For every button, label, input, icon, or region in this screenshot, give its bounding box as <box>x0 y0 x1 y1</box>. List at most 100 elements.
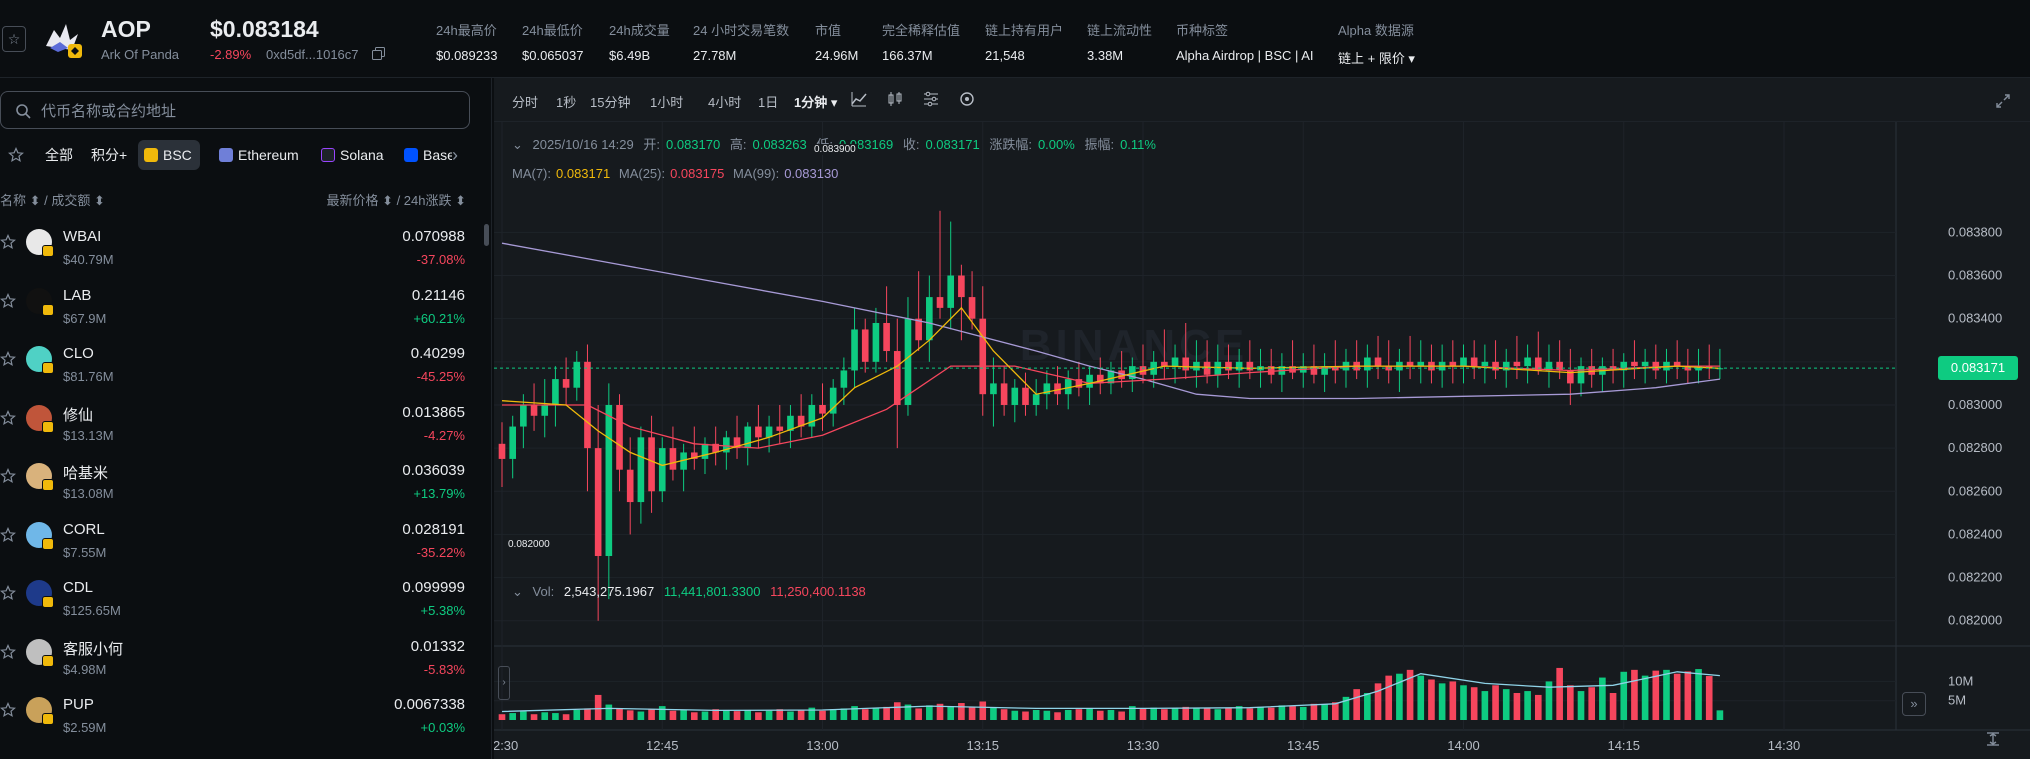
row-favorite-star-icon[interactable] <box>0 292 16 309</box>
row-favorite-star-icon[interactable] <box>0 351 16 367</box>
volume-bar <box>690 712 698 720</box>
token-row[interactable]: 哈基米 $13.08M 0.036039 +13.79% <box>0 456 470 514</box>
row-favorite-star-icon[interactable] <box>0 234 16 250</box>
search-box[interactable] <box>0 91 470 129</box>
token-row[interactable]: PUP $2.59M 0.0067338 +0.03% <box>0 690 470 748</box>
time-tick-label: 14:30 <box>1768 738 1801 753</box>
copy-icon[interactable] <box>372 47 385 60</box>
low-marker-label: 0.082000 <box>506 539 552 550</box>
timeframe-tab[interactable]: 1小时 <box>650 95 684 110</box>
timeframe-tab[interactable]: 1日 <box>758 95 779 110</box>
volume-bar <box>626 710 634 720</box>
token-row[interactable]: CDL $125.65M 0.099999 +5.38% <box>0 573 470 631</box>
volume-bar <box>1684 671 1692 720</box>
token-price: 0.028191 <box>402 520 465 538</box>
header-stat-label: Alpha 数据源 <box>1338 23 1414 38</box>
volume-bar <box>616 708 623 720</box>
indicator-line-icon[interactable] <box>850 90 868 108</box>
token-volume: $40.79M <box>63 252 114 267</box>
token-name: 客服小何 <box>63 640 124 658</box>
volume-bar <box>1278 705 1286 720</box>
volume-bar <box>648 709 655 720</box>
time-tick-label: 13:30 <box>1127 738 1160 753</box>
token-price: 0.013865 <box>402 403 465 421</box>
timeframe-tab[interactable]: 15分钟 <box>590 95 631 110</box>
candle-body <box>690 452 698 459</box>
chart-settings-icon[interactable] <box>922 90 940 108</box>
target-icon[interactable] <box>958 90 976 108</box>
ma7-label: MA(7): <box>512 166 551 181</box>
token-volume: $7.55M <box>63 544 107 560</box>
header-stat-value: 166.37M <box>882 48 933 63</box>
candle-body <box>1171 357 1179 367</box>
token-change: +60.21% <box>413 310 465 326</box>
fullscreen-expand-icon[interactable] <box>1994 92 2012 110</box>
favorite-star-button[interactable]: ☆ <box>2 26 26 52</box>
volume-bar <box>947 706 955 720</box>
candle-body <box>1502 361 1510 371</box>
timeframe-tab[interactable]: 1分钟 ▾ <box>794 95 838 110</box>
row-favorite-star-icon[interactable] <box>0 702 16 718</box>
candle-body <box>648 437 655 492</box>
timeframe-tab[interactable]: 分时 <box>512 95 539 110</box>
timeframe-tab[interactable]: 4小时 <box>708 95 742 110</box>
volume-bar <box>1075 709 1083 720</box>
bsc-chain-badge-icon <box>42 479 54 491</box>
token-row[interactable]: 客服小何 $4.98M 0.01332 -5.83% <box>0 632 470 690</box>
volume-bar <box>915 708 922 720</box>
token-change: -45.25% <box>416 369 465 384</box>
bsc-chain-badge-icon <box>42 654 54 667</box>
drawing-tools-toggle[interactable]: › <box>498 666 510 700</box>
sort-price-change[interactable]: 最新价格 ⬍ / 24h涨跌 ⬍ <box>326 193 466 208</box>
filter-bsc[interactable]: BSC <box>138 140 200 170</box>
volume-bar <box>1321 704 1328 720</box>
token-change: +5.38% <box>420 603 465 618</box>
header-stat[interactable]: Alpha 数据源 链上 + 限价 ▾ <box>1338 20 1415 67</box>
time-tick-label: 12:30 <box>494 738 518 753</box>
bsc-chain-badge-icon <box>42 303 54 316</box>
candle-style-icon[interactable] <box>886 90 904 108</box>
current-price-label: 0.083171 <box>1938 356 2018 381</box>
token-price: 0.21146 <box>411 286 465 304</box>
vol-collapse-chevron-icon[interactable]: ⌄ <box>512 584 523 599</box>
candle-body <box>616 404 623 470</box>
filter-ethereum[interactable]: Ethereum <box>213 140 307 170</box>
candle-body <box>1203 361 1211 375</box>
filter-scroll-right-chevron-icon[interactable]: › <box>452 145 458 165</box>
row-favorite-star-icon[interactable] <box>0 409 16 426</box>
token-row[interactable]: LAB $67.9M 0.21146 +60.21% <box>0 281 470 339</box>
volume-bar <box>520 711 527 720</box>
scroll-to-latest-button[interactable]: » <box>1902 692 1926 716</box>
candlestick-chart[interactable]: BINANCE 0.0838000.0836000.0834000.083200… <box>494 78 2030 759</box>
ma99-value: 0.083130 <box>784 166 839 181</box>
auto-scale-icon[interactable] <box>1984 730 2002 748</box>
token-row[interactable]: CLO $81.76M 0.40299 -45.25% <box>0 339 470 397</box>
filter-solana[interactable]: Solana <box>315 140 392 170</box>
filter-points[interactable]: 积分+ <box>91 147 128 163</box>
search-input[interactable] <box>41 100 441 122</box>
sort-name-volume[interactable]: 名称 ⬍ / 成交额 ⬍ <box>0 193 105 208</box>
filter-base[interactable]: Base <box>398 140 452 170</box>
row-favorite-star-icon[interactable] <box>0 526 16 543</box>
list-scrollbar[interactable] <box>484 224 489 246</box>
volume-bar <box>1556 667 1563 720</box>
row-favorite-star-icon[interactable] <box>0 468 16 484</box>
legend-collapse-chevron-icon[interactable]: ⌄ <box>512 137 523 152</box>
token-row[interactable]: CORL $7.55M 0.028191 -35.22% <box>0 515 470 573</box>
candle-body <box>776 426 784 431</box>
token-row[interactable]: 修仙 $13.13M 0.013865 -4.27% <box>0 398 470 456</box>
candle-body <box>1086 374 1093 388</box>
timeframe-tab[interactable]: 1秒 <box>556 95 577 110</box>
header-stat-label: 链上持有用户 <box>985 23 1064 38</box>
price-tick-label: 0.082800 <box>1948 440 2002 455</box>
candle-body <box>926 297 933 341</box>
filter-all[interactable]: 全部 <box>45 147 73 163</box>
contract-address[interactable]: 0xd5df...1016c7 <box>266 47 359 62</box>
token-name: LAB <box>63 286 92 304</box>
volume-bar <box>605 704 613 720</box>
row-favorite-star-icon[interactable] <box>0 643 16 660</box>
vol-value: 2,543,275.1967 <box>563 584 655 599</box>
favorites-filter-star-icon[interactable] <box>8 147 24 163</box>
token-row[interactable]: WBAI $40.79M 0.070988 -37.08% <box>0 222 470 280</box>
row-favorite-star-icon[interactable] <box>0 585 16 601</box>
